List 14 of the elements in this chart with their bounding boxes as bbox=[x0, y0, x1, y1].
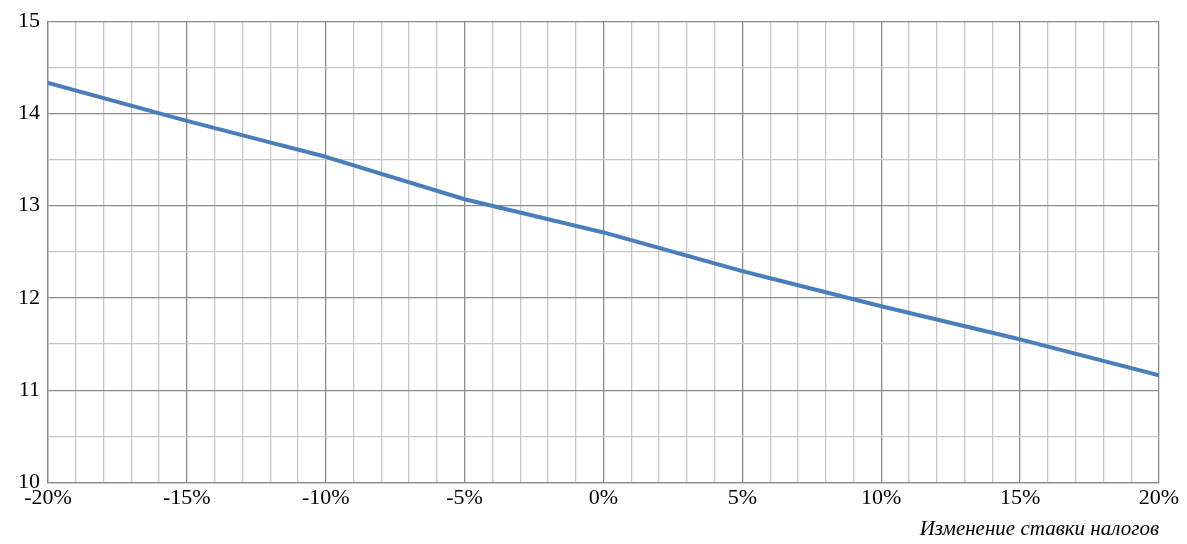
x-tick-label: -5% bbox=[446, 484, 483, 510]
x-tick-label: 10% bbox=[861, 484, 902, 510]
y-tick-label: 11 bbox=[18, 375, 40, 401]
x-axis-title: Изменение ставки налогов bbox=[918, 515, 1159, 540]
x-tick-label: 20% bbox=[1138, 484, 1180, 510]
x-tick-label: -10% bbox=[301, 484, 350, 510]
x-tick-label: 5% bbox=[727, 484, 758, 510]
x-tick-label: 0% bbox=[588, 484, 619, 510]
y-tick-label: 13 bbox=[18, 191, 40, 217]
y-tick-label: 15 bbox=[18, 6, 40, 32]
x-tick-label: 15% bbox=[999, 484, 1041, 510]
y-tick-label: 12 bbox=[18, 283, 40, 309]
y-tick-label: 14 bbox=[18, 99, 40, 125]
x-tick-label: -15% bbox=[163, 484, 211, 510]
